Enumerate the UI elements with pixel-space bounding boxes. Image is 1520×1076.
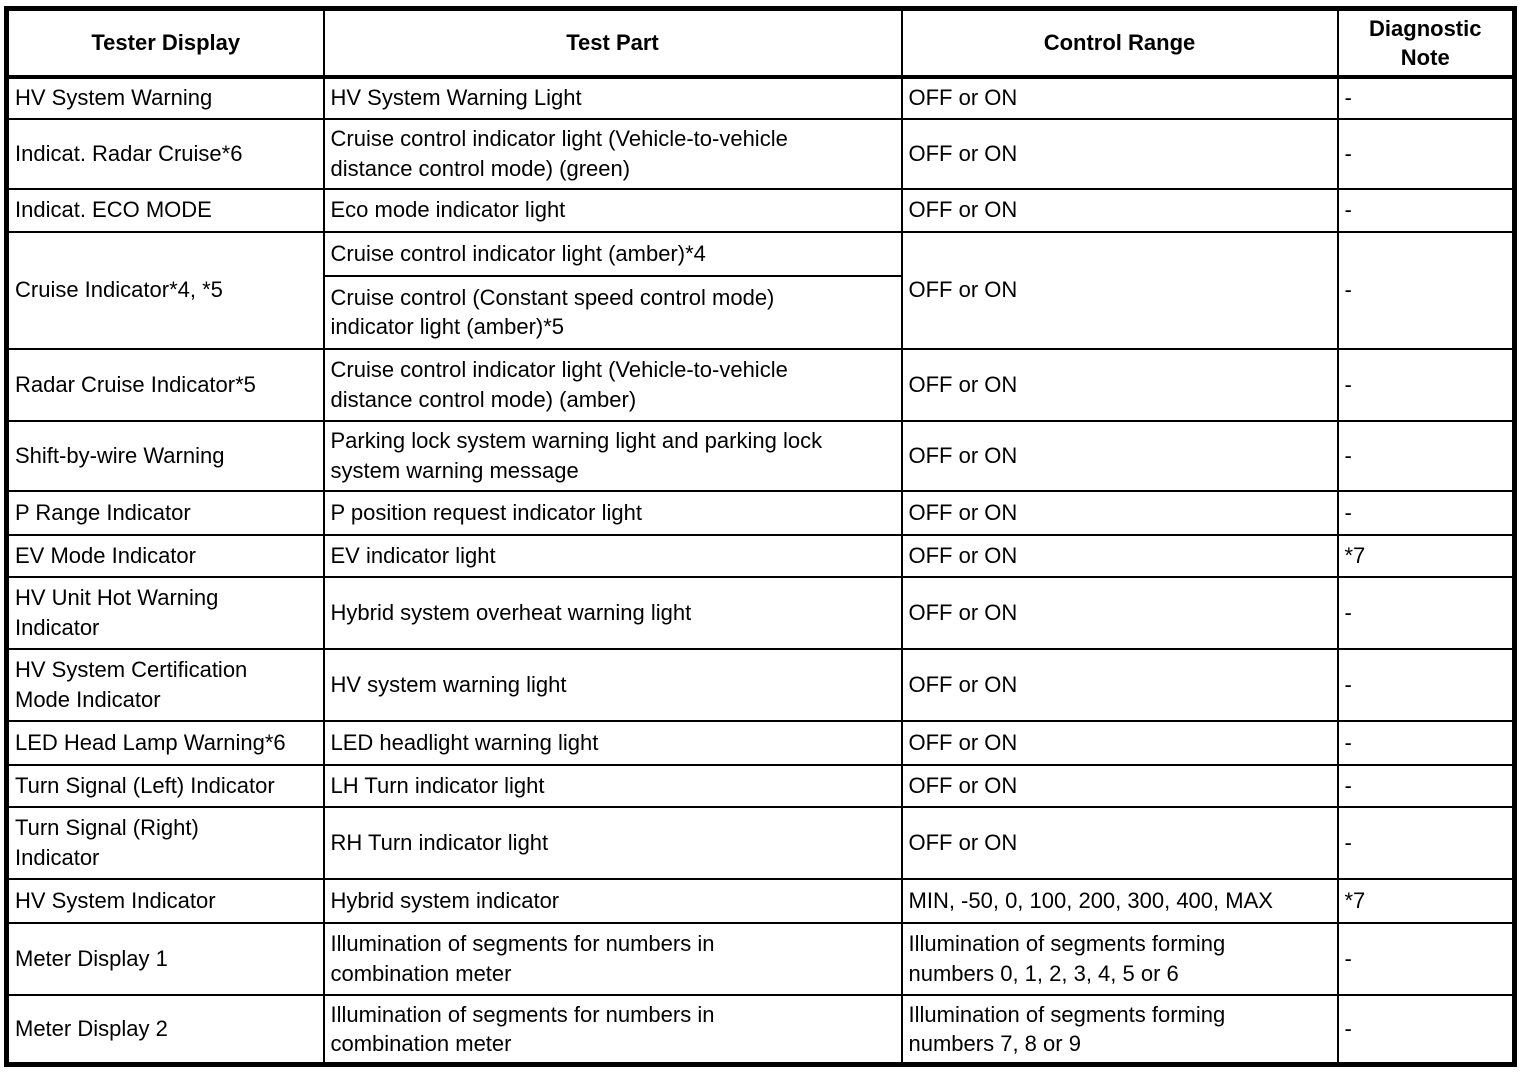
table-row: Meter Display 2 Illumination of segments… [5,993,1516,1066]
cell-tester-display: HV System Indicator [5,877,325,924]
table-row: Radar Cruise Indicator*5 Cruise control … [5,347,1516,422]
cell-diagnostic-note: - [1336,187,1516,233]
cell-control-range: OFF or ON [900,187,1339,233]
header-row: Tester Display Test Part Control Range D… [5,7,1516,79]
cell-test-part: Hybrid system indicator [322,877,903,924]
cell-test-part: Cruise control indicator light (amber)*4 [322,230,903,277]
table-row: Indicat. Radar Cruise*6 Cruise control i… [5,117,1516,190]
header-tester-display: Tester Display [5,7,325,79]
cell-control-range: OFF or ON [900,805,1339,880]
cell-diagnostic-note: - [1336,719,1516,766]
cell-test-part: P position request indicator light [322,489,903,536]
cell-control-range: OFF or ON [900,719,1339,766]
table-row: Shift-by-wire Warning Parking lock syste… [5,419,1516,492]
table-row: Meter Display 1 Illumination of segments… [5,921,1516,996]
cell-test-part: Illumination of segments for numbers in … [322,921,903,996]
cell-test-part: Cruise control (Constant speed control m… [322,274,903,350]
cell-tester-display: EV Mode Indicator [5,533,325,578]
cell-test-part: Eco mode indicator light [322,187,903,233]
cell-tester-display: Indicat. ECO MODE [5,187,325,233]
cell-diagnostic-note: *7 [1336,533,1516,578]
cell-tester-display: Meter Display 1 [5,921,325,996]
cell-control-range: OFF or ON [900,575,1339,650]
cell-tester-display: Turn Signal (Right) Indicator [5,805,325,880]
cell-test-part: EV indicator light [322,533,903,578]
table-row-group-start: Cruise Indicator*4, *5 Cruise control in… [5,230,1516,350]
cell-diagnostic-note: - [1336,489,1516,536]
cell-control-range: OFF or ON [900,117,1339,190]
cell-test-part: Illumination of segments for numbers in … [322,993,903,1066]
cell-diagnostic-note: - [1336,75,1516,120]
cell-diagnostic-note: - [1336,647,1516,722]
cell-diagnostic-note: - [1336,347,1516,422]
cell-test-part: RH Turn indicator light [322,805,903,880]
cell-control-range: OFF or ON [900,763,1339,808]
cell-diagnostic-note: - [1336,575,1516,650]
cell-diagnostic-note: - [1336,117,1516,190]
cell-control-range: Illumination of segments forming numbers… [900,993,1339,1066]
cell-control-range: OFF or ON [900,230,1339,350]
table-row: HV System Certification Mode Indicator H… [5,647,1516,722]
cell-tester-display: Turn Signal (Left) Indicator [5,763,325,808]
table-row: HV System Warning HV System Warning Ligh… [5,75,1516,120]
cell-diagnostic-note: - [1336,993,1516,1066]
cell-test-part: Cruise control indicator light (Vehicle-… [322,117,903,190]
cell-tester-display: HV System Certification Mode Indicator [5,647,325,722]
cell-diagnostic-note: - [1336,763,1516,808]
cell-tester-display: Radar Cruise Indicator*5 [5,347,325,422]
table-row: LED Head Lamp Warning*6 LED headlight wa… [5,719,1516,766]
cell-test-part: Parking lock system warning light and pa… [322,419,903,492]
cell-control-range: OFF or ON [900,647,1339,722]
cell-control-range: OFF or ON [900,419,1339,492]
cell-diagnostic-note: - [1336,230,1516,350]
cell-test-part: Cruise control indicator light (Vehicle-… [322,347,903,422]
cell-control-range: OFF or ON [900,533,1339,578]
cell-diagnostic-note: - [1336,921,1516,996]
diagnostic-table: Tester Display Test Part Control Range D… [4,6,1517,1067]
table-row: HV System Indicator Hybrid system indica… [5,877,1516,924]
cell-test-part: Hybrid system overheat warning light [322,575,903,650]
cell-tester-display: P Range Indicator [5,489,325,536]
table-row: P Range Indicator P position request ind… [5,489,1516,536]
table-row: HV Unit Hot Warning Indicator Hybrid sys… [5,575,1516,650]
cell-tester-display: Indicat. Radar Cruise*6 [5,117,325,190]
cell-tester-display: Shift-by-wire Warning [5,419,325,492]
cell-diagnostic-note: - [1336,805,1516,880]
cell-control-range: Illumination of segments forming numbers… [900,921,1339,996]
cell-tester-display: HV Unit Hot Warning Indicator [5,575,325,650]
cell-control-range: OFF or ON [900,75,1339,120]
table-row: Turn Signal (Right) Indicator RH Turn in… [5,805,1516,880]
cell-diagnostic-note: *7 [1336,877,1516,924]
cell-tester-display: Meter Display 2 [5,993,325,1066]
header-test-part: Test Part [322,7,903,79]
header-diagnostic-note: Diagnostic Note [1336,7,1516,79]
cell-test-part: HV system warning light [322,647,903,722]
cell-test-part: LED headlight warning light [322,719,903,766]
cell-control-range: MIN, -50, 0, 100, 200, 300, 400, MAX [900,877,1339,924]
table-row: Turn Signal (Left) Indicator LH Turn ind… [5,763,1516,808]
cell-tester-display: LED Head Lamp Warning*6 [5,719,325,766]
cell-control-range: OFF or ON [900,489,1339,536]
table-row: EV Mode Indicator EV indicator light OFF… [5,533,1516,578]
cell-test-part: LH Turn indicator light [322,763,903,808]
cell-diagnostic-note: - [1336,419,1516,492]
table-row-group-sub: Cruise control (Constant speed control m… [7,274,1515,350]
table-row: Indicat. ECO MODE Eco mode indicator lig… [5,187,1516,233]
cell-test-part: HV System Warning Light [322,75,903,120]
cell-control-range: OFF or ON [900,347,1339,422]
cell-tester-display: HV System Warning [5,75,325,120]
cell-tester-display: Cruise Indicator*4, *5 [5,230,325,350]
header-control-range: Control Range [900,7,1339,79]
